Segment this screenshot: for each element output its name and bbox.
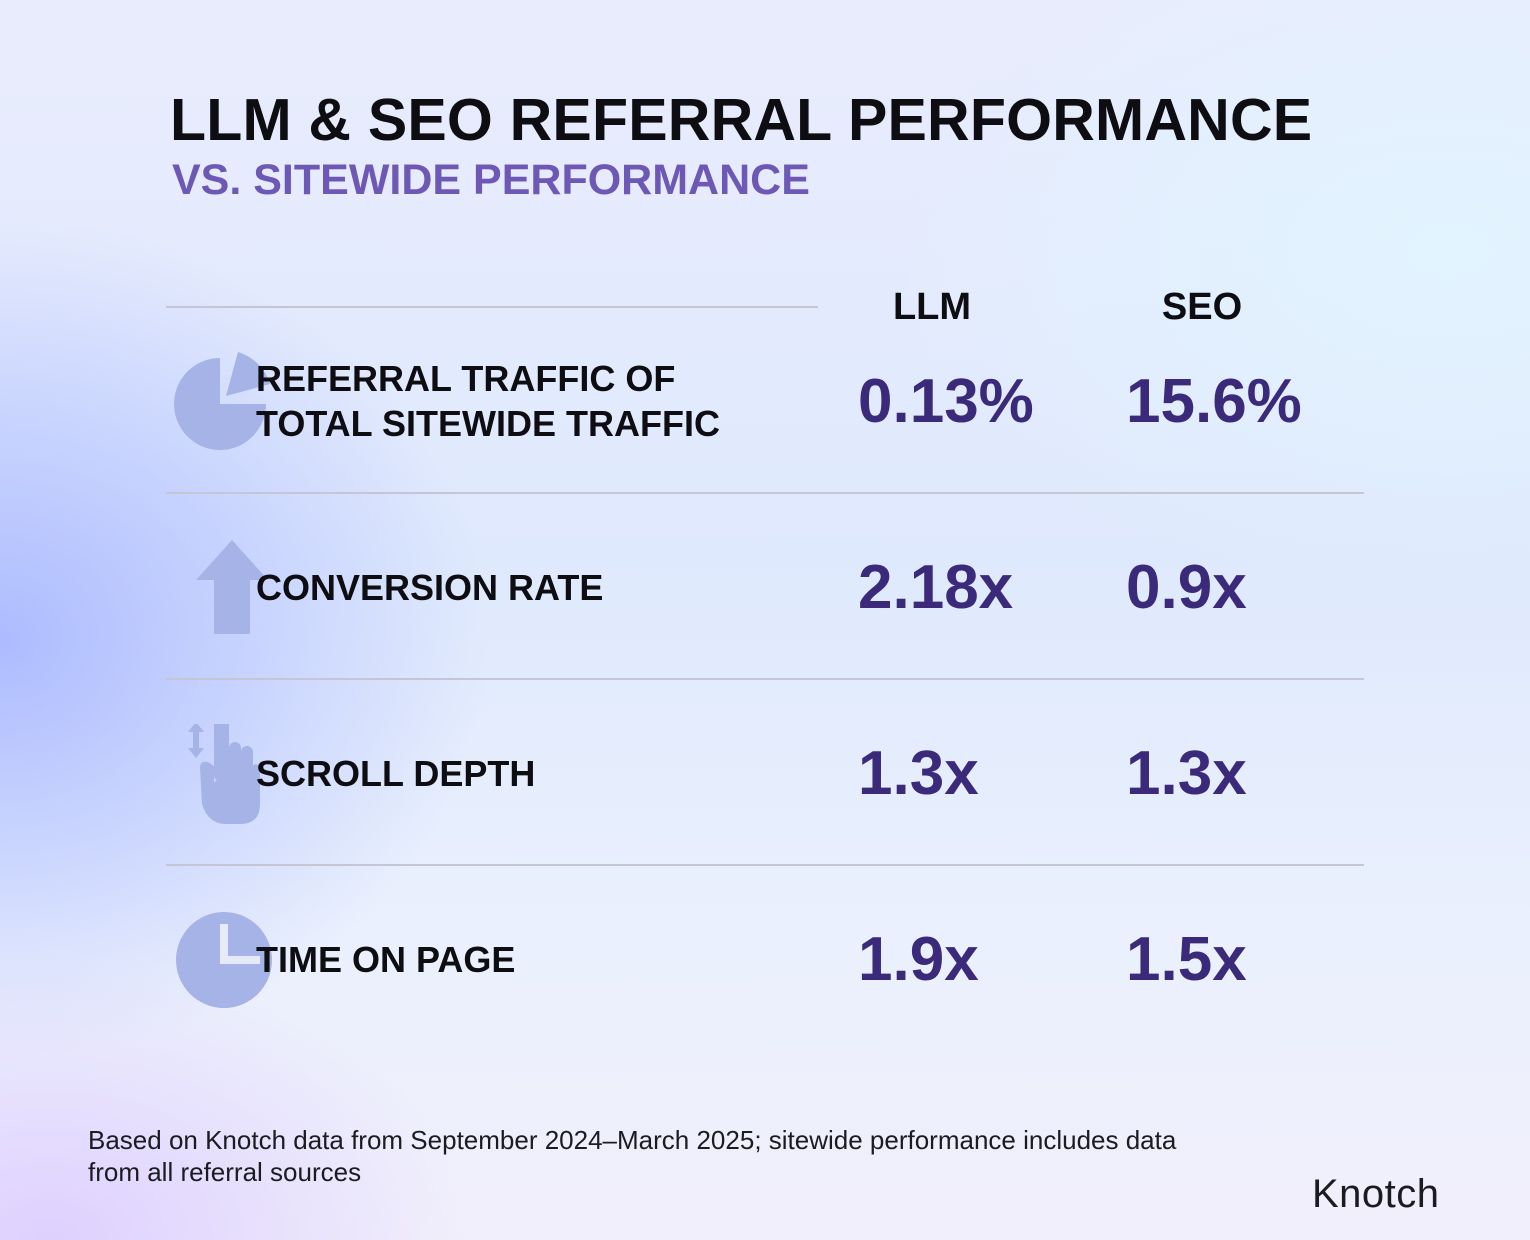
footnote: Based on Knotch data from September 2024… [88,1125,1177,1187]
llm-value: 0.13% [858,366,1034,436]
knotch-logo: Knotch [1312,1172,1440,1216]
row-divider [166,678,1364,680]
table-row: SCROLL DEPTH 1.3x 1.3x [166,680,1366,866]
scroll-hand-icon [174,724,274,824]
metric-label: REFERRAL TRAFFIC OF TOTAL SITEWIDE TRAFF… [256,308,816,494]
column-header-seo: SEO [1161,286,1243,328]
metric-label-line: TIME ON PAGE [256,938,516,980]
metric-label: TIME ON PAGE [256,866,816,1052]
table-row: TIME ON PAGE 1.9x 1.5x [166,866,1366,1052]
llm-value: 2.18x [858,552,1014,622]
metric-label-line: CONVERSION RATE [256,566,604,608]
metric-label-line: REFERRAL TRAFFIC OF [256,358,676,399]
metric-label: CONVERSION RATE [256,494,816,680]
seo-value: 15.6% [1126,366,1302,436]
column-header-llm: LLM [892,286,972,328]
seo-value: 0.9x [1126,552,1247,622]
header-divider [166,306,818,308]
row-divider [166,864,1364,866]
page-title: LLM & SEO REFERRAL PERFORMANCE [170,87,1313,153]
metric-label-line: TOTAL SITEWIDE TRAFFIC [256,403,720,444]
seo-value: 1.3x [1126,738,1247,808]
seo-value: 1.5x [1126,924,1247,994]
clock-icon [174,910,274,1010]
metric-label: SCROLL DEPTH [256,680,816,866]
metric-label-line: SCROLL DEPTH [256,752,536,794]
up-arrow-icon [174,538,274,638]
table-row: REFERRAL TRAFFIC OF TOTAL SITEWIDE TRAFF… [166,308,1366,494]
llm-value: 1.9x [858,924,979,994]
llm-value: 1.3x [858,738,979,808]
page-subtitle: VS. SITEWIDE PERFORMANCE [172,156,810,204]
pie-chart-icon [174,352,274,452]
row-divider [166,492,1364,494]
table-row: CONVERSION RATE 2.18x 0.9x [166,494,1366,680]
